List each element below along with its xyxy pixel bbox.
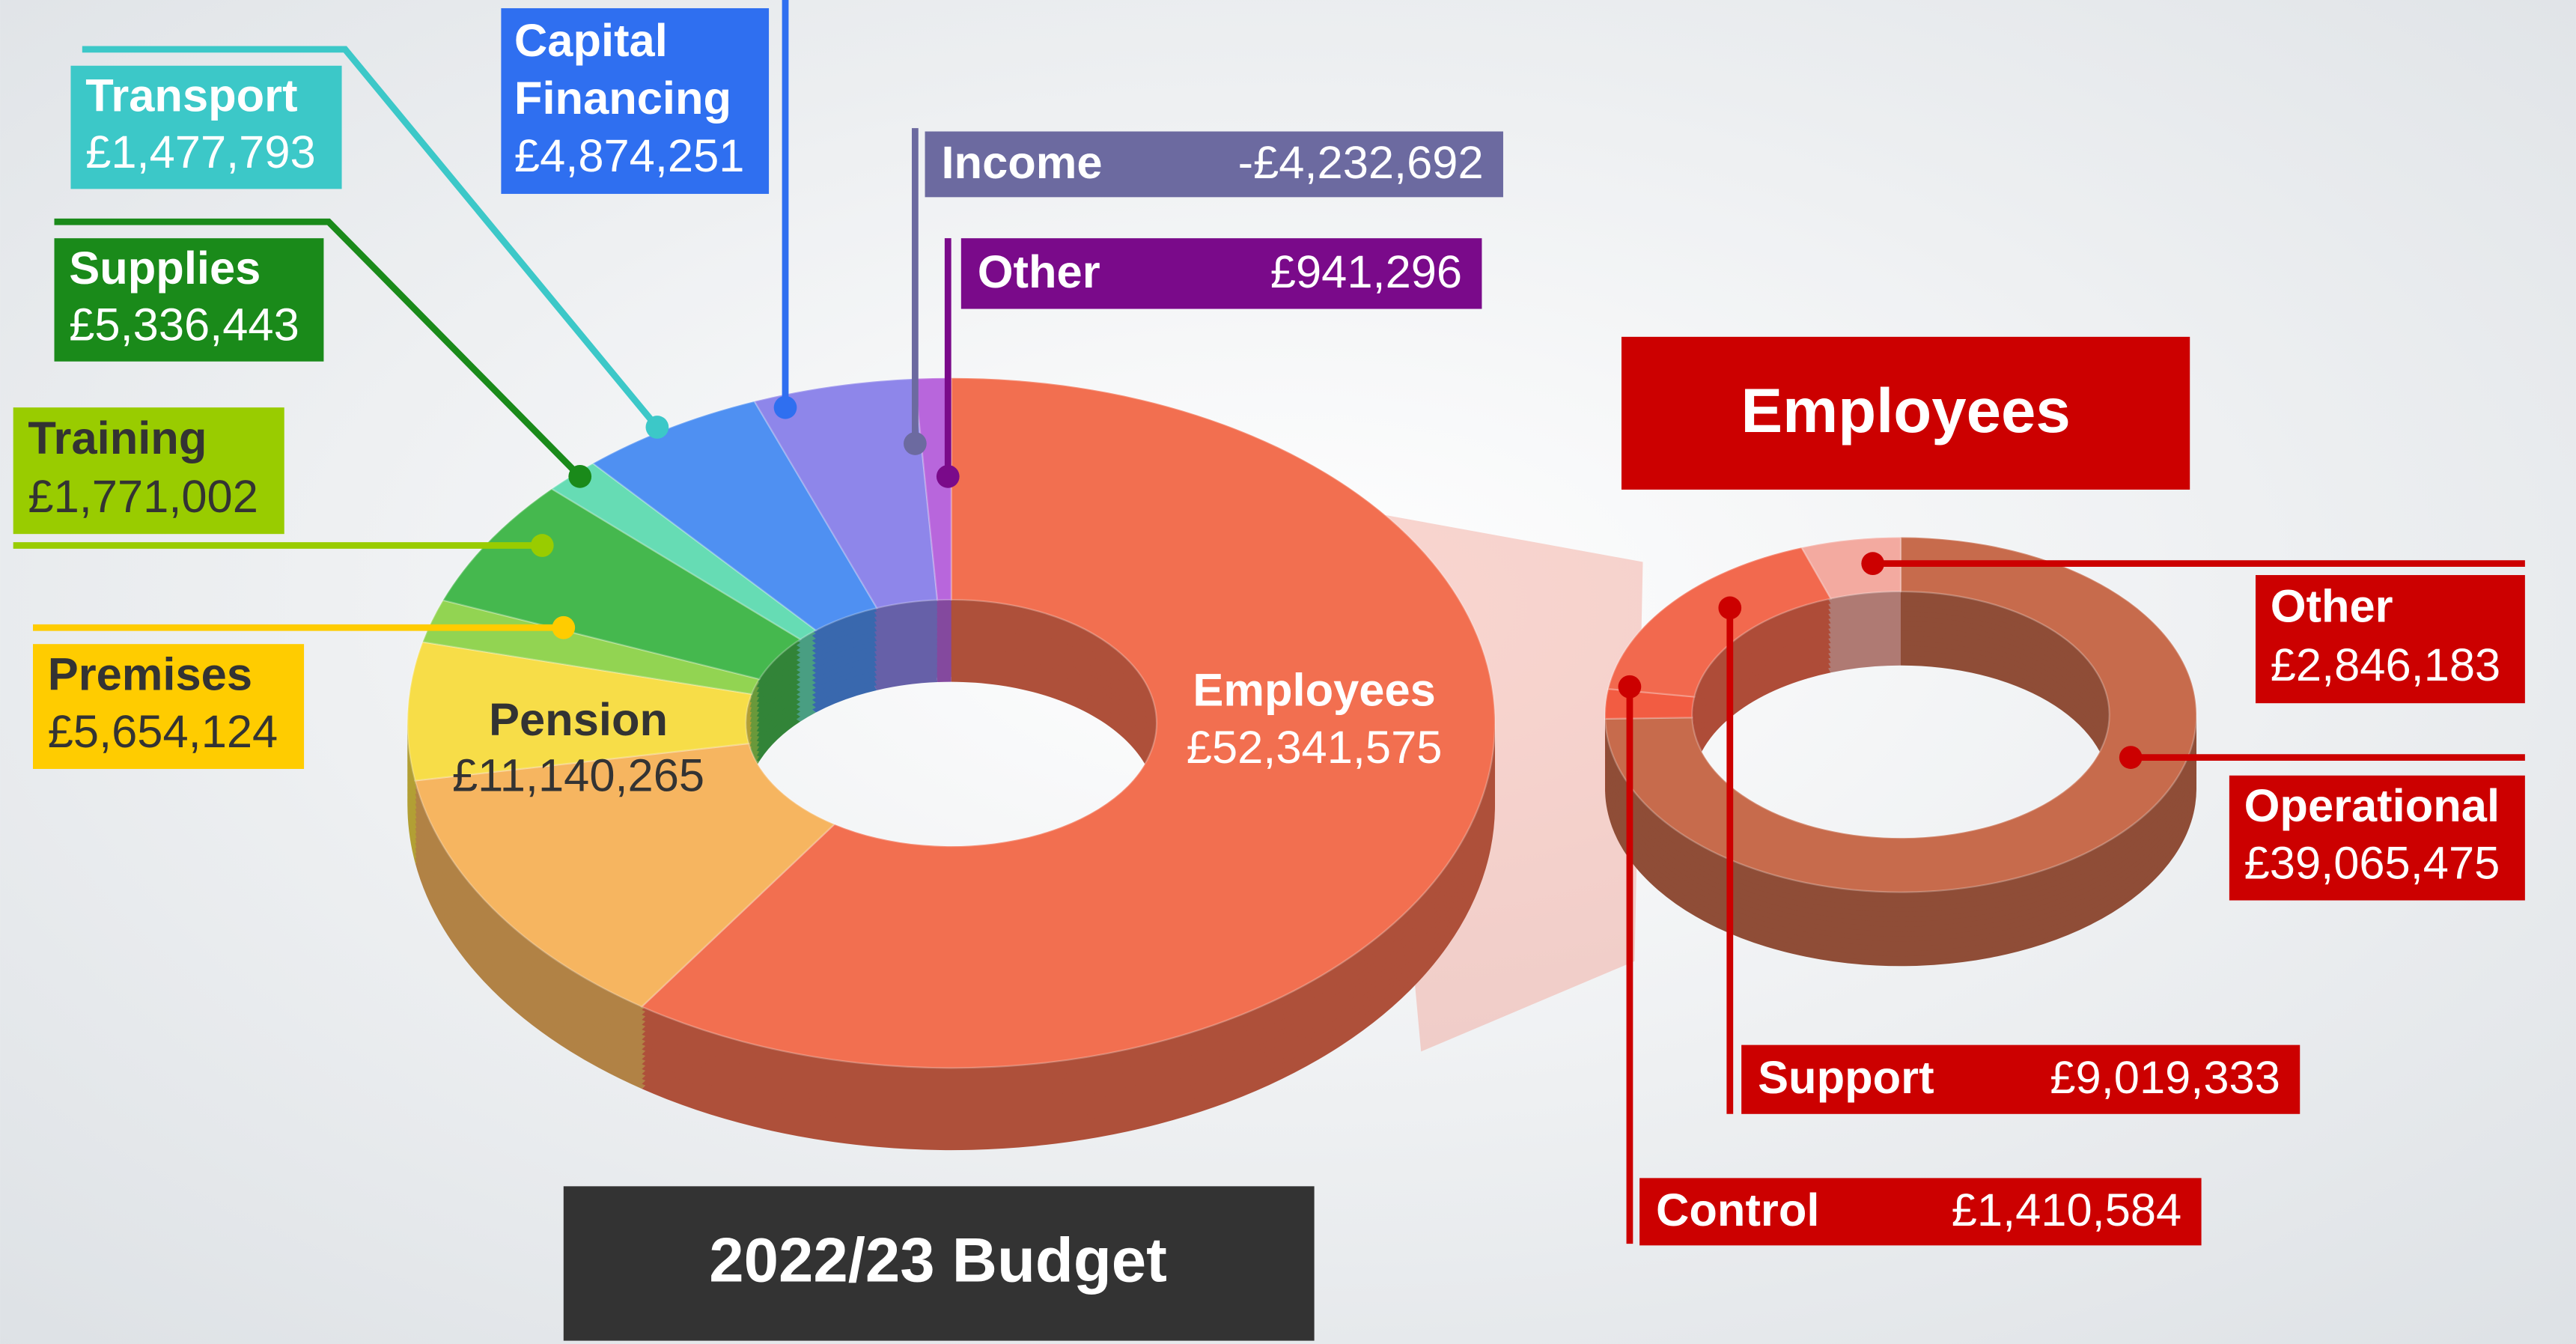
slice-label: Control: [1656, 1185, 1819, 1236]
slice-value: £39,065,475: [2244, 838, 2500, 890]
slice-label: Transport: [85, 70, 297, 121]
slice: [913, 377, 952, 601]
slice-label: Other: [978, 246, 1100, 298]
leader-dot: [936, 465, 960, 488]
chart-title: 2022/23 Budget: [709, 1226, 1167, 1295]
slice-value: £9,019,333: [2050, 1052, 2280, 1104]
slice-value: £1,771,002: [28, 471, 258, 523]
slice-value: -£4,232,692: [1238, 137, 1484, 189]
slice-label: Employees: [1193, 664, 1435, 716]
label-box: [501, 7, 770, 194]
label-box: [960, 238, 1482, 309]
leader-dot: [1718, 596, 1742, 620]
leader-dot: [1861, 552, 1885, 576]
label-line: Capital: [514, 15, 668, 67]
label-box: [1639, 1178, 2202, 1246]
slice: [407, 641, 753, 782]
slice: [1604, 536, 2198, 893]
slice-label: Pension: [489, 694, 668, 746]
slice: [591, 400, 879, 632]
slice-value: £2,846,183: [2271, 639, 2501, 691]
label-box: [2255, 575, 2525, 704]
slice: [442, 487, 803, 681]
slice-value: £52,341,575: [1187, 722, 1443, 773]
label-box: [925, 131, 1503, 198]
slice: [1607, 547, 1833, 698]
leader-dot: [568, 465, 592, 488]
slice-label: Training: [28, 413, 207, 464]
slice-value: £1,477,793: [85, 127, 316, 178]
leader-dot: [645, 416, 669, 439]
slice-label: Income: [941, 137, 1102, 189]
label-box: [54, 238, 324, 362]
slice-value: £4,874,251: [514, 130, 745, 182]
slice-value: £1,410,584: [1952, 1185, 2182, 1236]
label-box: [70, 65, 342, 189]
leader-dot: [1618, 675, 1642, 699]
slice-value: £5,654,124: [48, 706, 278, 758]
slice-value: £5,336,443: [69, 299, 299, 351]
label-line: Financing: [514, 73, 731, 124]
slice: [640, 377, 1496, 1069]
leader-line: [54, 218, 582, 479]
subchart-title: Employees: [1741, 376, 2070, 446]
slice-label: Support: [1758, 1052, 1934, 1104]
leader-dot: [552, 615, 576, 639]
leader-line: [82, 46, 660, 430]
slice-label: Operational: [2244, 780, 2500, 832]
leader-dot: [904, 432, 927, 455]
label-box: [13, 407, 284, 535]
title-box: [563, 1186, 1315, 1341]
slice-label: Premises: [48, 648, 252, 700]
leader-dot: [773, 395, 797, 419]
slice-value: £941,296: [1270, 246, 1462, 298]
slice-label: Other: [2271, 580, 2393, 632]
label-box: [1741, 1045, 2301, 1114]
leader-dot: [2119, 746, 2143, 769]
slice-label: Capital Financing: [514, 15, 731, 124]
slice: [414, 742, 836, 1008]
slice-label: Supplies: [69, 243, 261, 294]
subchart-title-box: [1621, 336, 2190, 490]
label-box: [2229, 775, 2525, 901]
leader-dot: [530, 534, 554, 557]
slice-value: £11,140,265: [452, 749, 704, 801]
label-box: [32, 644, 305, 769]
